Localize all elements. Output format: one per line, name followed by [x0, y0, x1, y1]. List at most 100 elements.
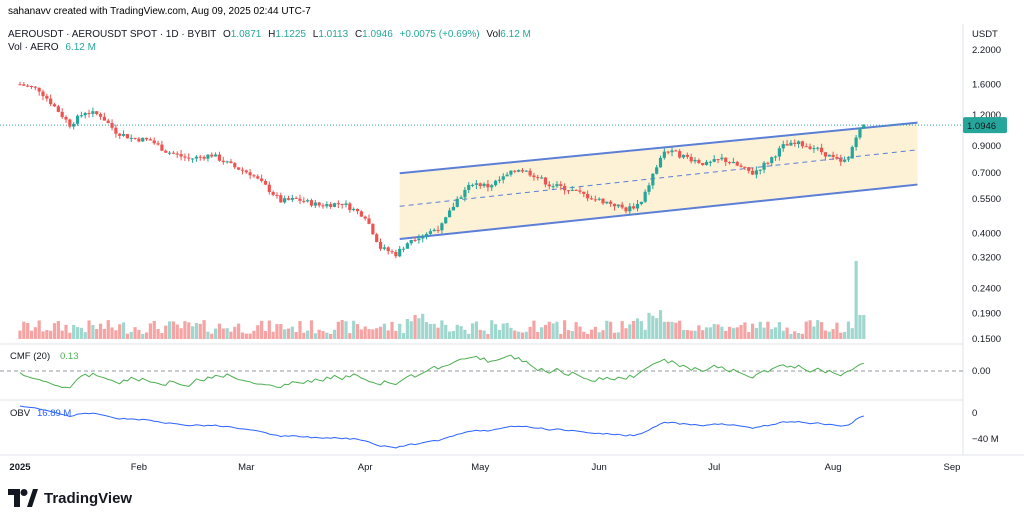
- candle-body[interactable]: [175, 153, 179, 155]
- candle-body[interactable]: [559, 184, 563, 186]
- candle-body[interactable]: [98, 114, 103, 117]
- candle-body[interactable]: [570, 189, 574, 191]
- candle-body[interactable]: [563, 185, 567, 191]
- candle-body[interactable]: [474, 183, 479, 185]
- candle-body[interactable]: [233, 163, 237, 168]
- candle-body[interactable]: [517, 170, 521, 172]
- candle-body[interactable]: [536, 177, 540, 179]
- candle-body[interactable]: [551, 186, 555, 188]
- candle-body[interactable]: [513, 170, 517, 172]
- candle-body[interactable]: [45, 96, 49, 99]
- candle-body[interactable]: [762, 162, 766, 170]
- candle-body[interactable]: [137, 138, 141, 142]
- candle-body[interactable]: [363, 216, 367, 219]
- candle-body[interactable]: [313, 202, 317, 206]
- candle-body[interactable]: [509, 170, 513, 175]
- candle-body[interactable]: [666, 151, 670, 153]
- candle-body[interactable]: [616, 204, 620, 207]
- candle-body[interactable]: [436, 229, 440, 231]
- candle-body[interactable]: [409, 239, 413, 244]
- channel-upper-line[interactable]: [399, 121, 918, 175]
- candle-body[interactable]: [727, 162, 732, 164]
- candle-body[interactable]: [708, 161, 712, 163]
- candle-body[interactable]: [490, 185, 494, 188]
- candle-body[interactable]: [202, 156, 206, 159]
- candle-body[interactable]: [144, 137, 149, 140]
- candle-body[interactable]: [26, 85, 30, 87]
- candle-body[interactable]: [340, 203, 344, 205]
- candle-body[interactable]: [467, 184, 471, 190]
- candle-body[interactable]: [267, 184, 271, 192]
- candle-body[interactable]: [685, 154, 689, 157]
- candle-body[interactable]: [321, 205, 325, 207]
- candle-body[interactable]: [283, 198, 287, 203]
- candle-body[interactable]: [547, 184, 551, 187]
- candle-body[interactable]: [770, 157, 774, 164]
- candle-body[interactable]: [819, 147, 824, 153]
- candle-body[interactable]: [432, 229, 436, 232]
- candle-body[interactable]: [651, 173, 655, 186]
- candle-body[interactable]: [121, 134, 126, 136]
- candle-body[interactable]: [597, 198, 601, 200]
- candle-body[interactable]: [394, 251, 398, 257]
- candle-body[interactable]: [221, 160, 225, 163]
- candle-body[interactable]: [187, 157, 191, 159]
- candle-body[interactable]: [620, 204, 624, 208]
- candle-body[interactable]: [106, 120, 110, 123]
- candle-body[interactable]: [639, 201, 643, 204]
- candle-body[interactable]: [635, 203, 640, 209]
- candle-body[interactable]: [628, 206, 632, 212]
- candle-body[interactable]: [256, 176, 260, 179]
- candle-body[interactable]: [655, 167, 659, 174]
- candle-body[interactable]: [670, 150, 674, 153]
- candle-body[interactable]: [586, 193, 590, 199]
- candle-body[interactable]: [601, 198, 605, 204]
- candle-body[interactable]: [329, 204, 333, 207]
- candle-body[interactable]: [286, 198, 291, 200]
- candle-body[interactable]: [444, 217, 448, 224]
- candle-body[interactable]: [578, 190, 582, 192]
- candle-body[interactable]: [336, 203, 340, 205]
- candle-body[interactable]: [252, 175, 256, 177]
- candle-body[interactable]: [612, 203, 617, 207]
- candle-body[interactable]: [56, 106, 60, 112]
- candle-body[interactable]: [290, 197, 294, 200]
- candle-body[interactable]: [325, 204, 329, 207]
- candle-body[interactable]: [29, 85, 34, 87]
- candle-body[interactable]: [183, 156, 187, 158]
- candle-body[interactable]: [263, 180, 268, 185]
- candle-body[interactable]: [854, 137, 858, 148]
- candle-body[interactable]: [413, 239, 417, 241]
- candle-body[interactable]: [796, 141, 801, 144]
- candle-body[interactable]: [190, 158, 195, 160]
- candle-body[interactable]: [731, 161, 735, 164]
- candle-body[interactable]: [589, 198, 594, 200]
- candle-body[interactable]: [210, 154, 214, 157]
- candle-body[interactable]: [440, 223, 444, 231]
- candle-body[interactable]: [160, 144, 164, 151]
- candle-body[interactable]: [674, 150, 678, 152]
- candle-body[interactable]: [582, 191, 586, 194]
- candle-body[interactable]: [689, 156, 693, 162]
- candle-body[interactable]: [398, 248, 402, 257]
- candle-body[interactable]: [808, 146, 812, 149]
- candle-body[interactable]: [605, 201, 609, 204]
- candle-body[interactable]: [229, 161, 233, 164]
- candle-body[interactable]: [781, 144, 785, 149]
- candle-body[interactable]: [60, 111, 64, 118]
- candle-body[interactable]: [198, 156, 202, 158]
- candle-body[interactable]: [214, 154, 218, 157]
- candle-body[interactable]: [501, 176, 505, 180]
- candle-body[interactable]: [532, 175, 536, 178]
- candle-body[interactable]: [524, 170, 528, 172]
- candle-body[interactable]: [49, 98, 53, 105]
- candle-body[interactable]: [827, 154, 831, 157]
- candle-body[interactable]: [681, 154, 686, 158]
- candle-body[interactable]: [593, 199, 597, 201]
- candle-body[interactable]: [37, 87, 41, 92]
- candle-body[interactable]: [447, 210, 452, 218]
- candle-body[interactable]: [658, 157, 663, 168]
- candle-body[interactable]: [52, 104, 57, 107]
- candle-body[interactable]: [95, 111, 99, 115]
- candle-body[interactable]: [248, 172, 252, 176]
